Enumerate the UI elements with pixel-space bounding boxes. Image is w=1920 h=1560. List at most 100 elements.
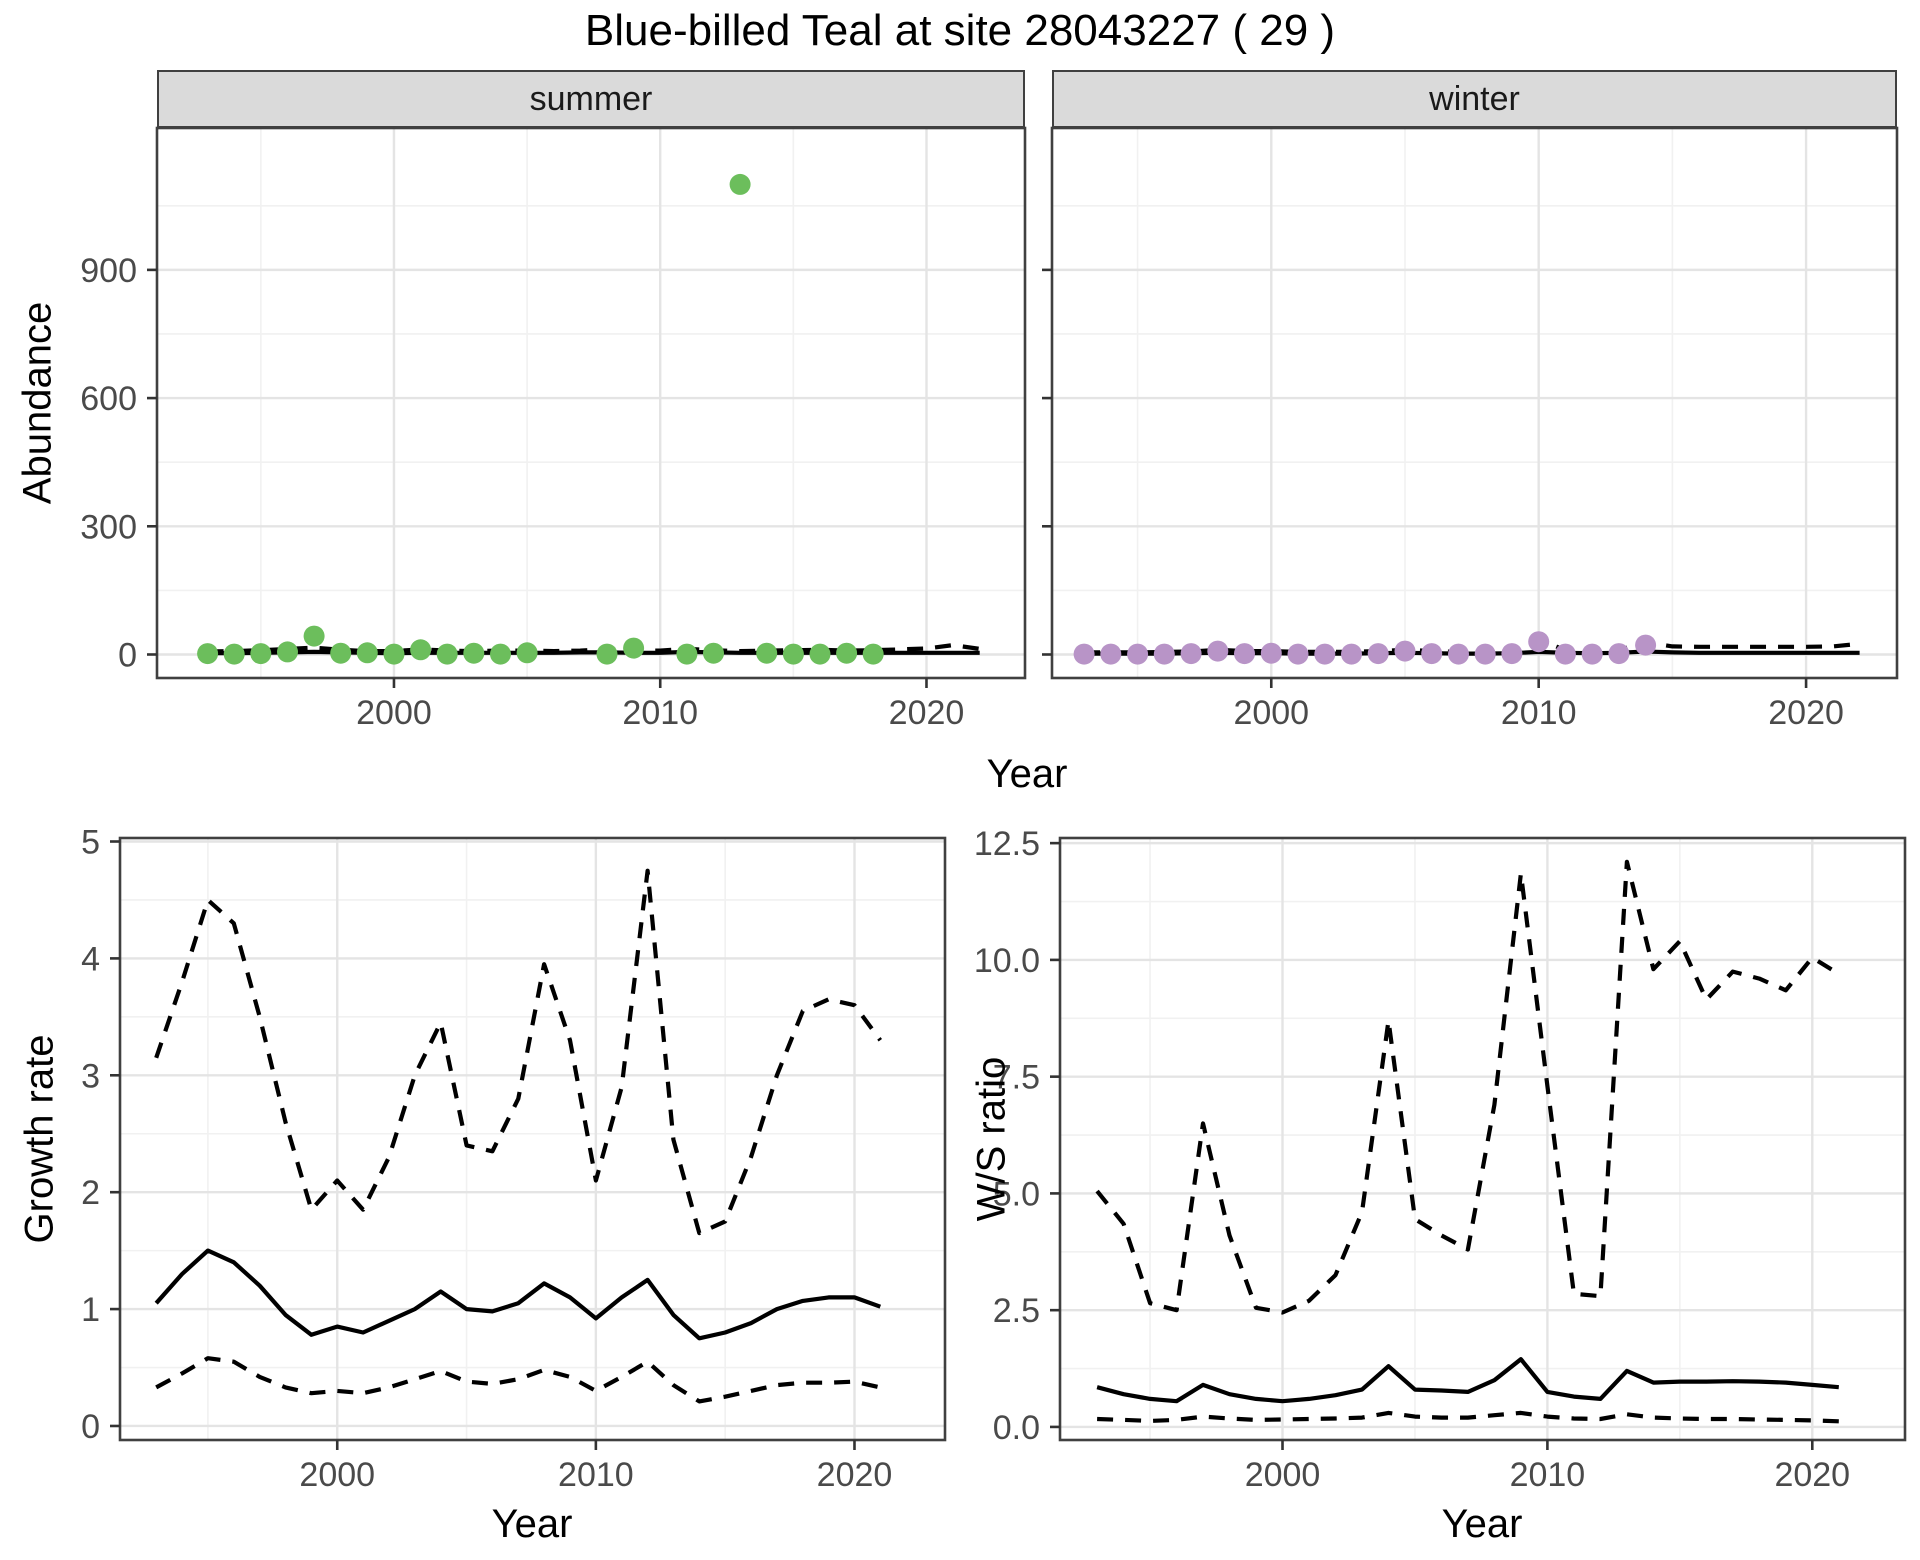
ci-upper-line [154, 868, 882, 1236]
data-point [756, 642, 778, 664]
data-point [703, 642, 724, 664]
data-point [463, 642, 485, 664]
panel-abundance-summer: 2000 2010 2020 0 300 600 900 [80, 126, 1027, 732]
x-tick-label: 2010 [1501, 694, 1577, 732]
y-tick-label: 5.0 [993, 1175, 1040, 1213]
data-point [356, 642, 378, 664]
panel-abundance-winter: 2000 2010 2020 [1042, 126, 1899, 732]
panel-background [1060, 838, 1905, 1440]
ci-lower-line [1097, 1410, 1839, 1424]
data-point [1073, 643, 1095, 665]
facet-strip-winter: winter [1052, 70, 1897, 128]
data-point [809, 643, 831, 665]
data-point [250, 643, 272, 665]
data-point [1448, 643, 1469, 665]
data-point [1474, 643, 1496, 665]
data-point [596, 643, 618, 665]
y-tick-label: 10.0 [974, 942, 1040, 980]
data-point [862, 643, 884, 665]
median-line [154, 1248, 882, 1341]
data-point [1367, 643, 1389, 665]
facet-strip-summer: summer [157, 70, 1025, 128]
data-point [410, 639, 432, 661]
x-tick-label: 2020 [1768, 694, 1844, 732]
data-point [516, 642, 538, 664]
y-tick-label: 900 [80, 252, 137, 290]
data-point [729, 173, 751, 195]
data-point [490, 643, 511, 665]
panel-border [1050, 126, 1899, 680]
data-point [1314, 643, 1336, 665]
data-point [1260, 642, 1282, 664]
y-tick-label: 4 [81, 940, 100, 978]
data-point [1581, 643, 1603, 665]
x-tick-label: 2020 [889, 694, 965, 732]
x-tick-label: 2000 [299, 1456, 375, 1494]
data-point [277, 641, 298, 663]
y-tick-label: 2 [81, 1174, 100, 1212]
y-tick-label: 600 [80, 380, 137, 418]
x-tick-label: 2010 [622, 694, 698, 732]
x-axis-title-year-top: Year [986, 752, 1068, 796]
data-point [1421, 643, 1443, 665]
y-tick-label: 3 [81, 1057, 100, 1095]
panel-background [1052, 128, 1897, 678]
ci-upper-line [1084, 637, 1860, 655]
x-tick-label: 2020 [817, 1456, 893, 1494]
data-point [330, 642, 352, 664]
chart-title: Blue-billed Teal at site 28043227 ( 29 ) [584, 6, 1336, 55]
median-line [1096, 1357, 1839, 1404]
x-tick-label: 2010 [558, 1456, 634, 1494]
data-point [1528, 631, 1550, 653]
panel-ws-ratio: 2000 2010 2020 0.0 2.5 5.0 7.5 10.0 12.5 [974, 825, 1907, 1494]
panel-border [1058, 836, 1907, 1442]
y-axis-title-ws-ratio: W/S ratio [969, 1056, 1014, 1222]
panel-border [155, 126, 1027, 680]
ci-upper-line [1095, 859, 1840, 1315]
data-point [197, 643, 219, 665]
facet-strip-summer-label: summer [529, 79, 653, 118]
data-point [1394, 640, 1416, 662]
data-point [1501, 643, 1523, 665]
x-axis-title-year-bottom-left: Year [491, 1502, 573, 1546]
data-point [623, 637, 645, 659]
x-tick-label: 2000 [356, 694, 432, 732]
data-point [1127, 643, 1149, 665]
y-tick-label: 12.5 [974, 825, 1040, 863]
data-point [1234, 643, 1255, 665]
data-point [782, 643, 804, 665]
facet-strip-winter-label: winter [1429, 79, 1520, 118]
y-tick-label: 5 [81, 824, 100, 862]
x-tick-label: 2000 [1245, 1456, 1321, 1494]
y-tick-label: 0 [118, 636, 137, 674]
y-tick-label: 1 [81, 1291, 100, 1329]
data-point [1608, 643, 1630, 665]
x-tick-label: 2000 [1233, 694, 1309, 732]
data-point [836, 642, 858, 664]
panel-growth-rate: 2000 2010 2020 0 1 2 3 4 5 [81, 824, 947, 1494]
data-point [223, 643, 245, 665]
data-point [1635, 634, 1657, 656]
x-axis-title-year-bottom-right: Year [1441, 1502, 1523, 1546]
y-tick-label: 0.0 [993, 1409, 1040, 1447]
data-point [436, 643, 458, 665]
data-point [1207, 640, 1229, 662]
x-tick-label: 2010 [1510, 1456, 1586, 1494]
data-point [1100, 643, 1122, 665]
data-point [676, 643, 698, 665]
data-point [1180, 643, 1202, 665]
data-point [383, 643, 405, 665]
x-tick-label: 2020 [1774, 1456, 1850, 1494]
data-point [1341, 643, 1362, 665]
y-tick-label: 0 [81, 1408, 100, 1446]
panel-background [120, 838, 945, 1440]
data-point [1554, 643, 1576, 665]
panel-background [157, 128, 1025, 678]
data-point [1153, 643, 1175, 665]
ci-lower-line [155, 1356, 881, 1404]
y-tick-label: 2.5 [993, 1292, 1040, 1330]
panel-border [118, 836, 947, 1442]
y-axis-title-growth-rate: Growth rate [17, 1034, 62, 1244]
